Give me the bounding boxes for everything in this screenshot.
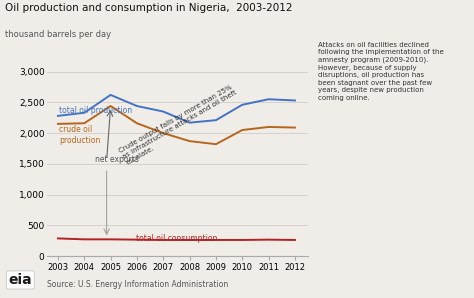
Text: thousand barrels per day: thousand barrels per day (5, 30, 111, 39)
Text: eia: eia (9, 273, 32, 287)
Text: Oil production and consumption in Nigeria,  2003-2012: Oil production and consumption in Nigeri… (5, 3, 292, 13)
Text: total oil production: total oil production (59, 105, 132, 115)
Text: Attacks on oil facilities declined
following the implementation of the
amnesty p: Attacks on oil facilities declined follo… (318, 42, 443, 101)
Text: Crude output falls by more than 25%
as infrastructure attacks and oil theft
esca: Crude output falls by more than 25% as i… (118, 83, 242, 166)
Text: total oil consumption: total oil consumption (136, 234, 217, 243)
Text: crude oil
production: crude oil production (59, 125, 100, 145)
Text: net exports: net exports (95, 155, 139, 164)
Text: Source: U.S. Energy Information Administration: Source: U.S. Energy Information Administ… (47, 280, 228, 289)
